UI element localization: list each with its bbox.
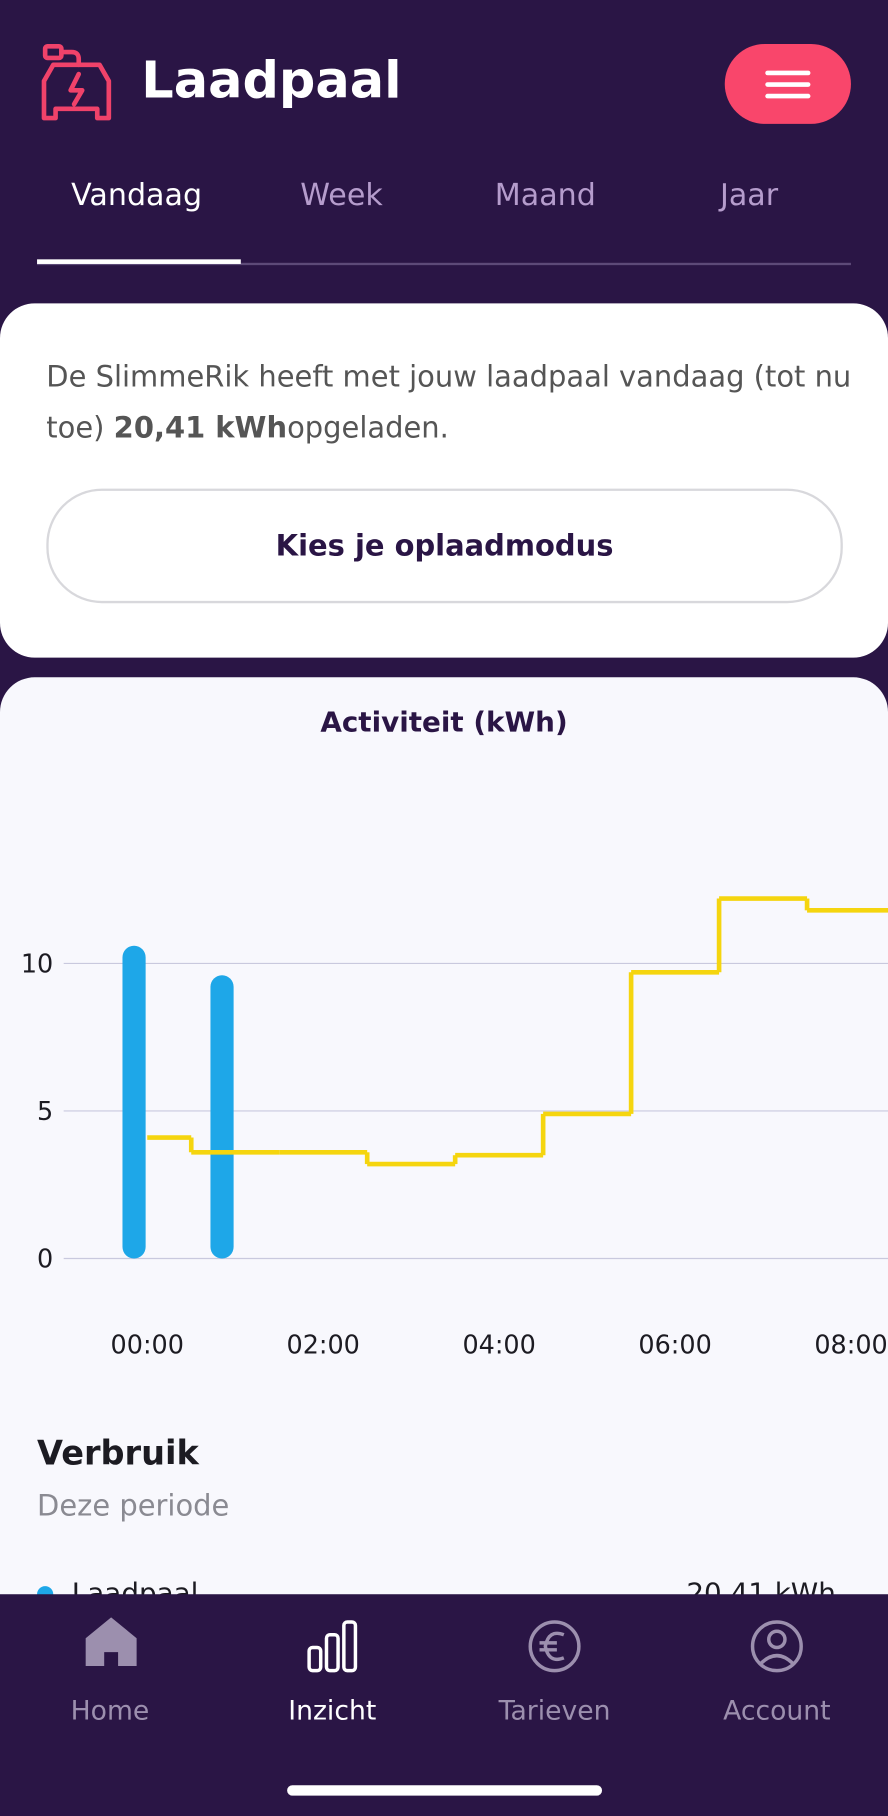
tarieven-icon	[528, 1620, 581, 1673]
summary-highlight: 20,41 kWh	[113, 411, 288, 445]
inzicht-icon	[307, 1620, 358, 1673]
nav-item[interactable]: Inzicht	[288, 1696, 377, 1727]
chart-card	[0, 677, 888, 1720]
tab[interactable]: Maand	[494, 178, 596, 214]
x-tick-label: 04:00	[462, 1330, 535, 1360]
usage-subtitle: Deze periode	[37, 1488, 230, 1523]
bar	[122, 945, 146, 1259]
menu-button[interactable]	[724, 43, 851, 124]
chart: 0 5 10 00:00 02:00 04:00 06:00 08:00	[21, 896, 888, 1360]
tab-indicator	[37, 259, 241, 264]
x-tick-label: 06:00	[638, 1330, 711, 1360]
nav-icons	[85, 1617, 803, 1673]
usage-title: Verbruik	[37, 1433, 199, 1473]
mode-button[interactable]: Kies je oplaadmodus	[46, 488, 843, 604]
tab-track	[37, 262, 851, 266]
tab[interactable]: Jaar	[719, 178, 779, 214]
x-tick-label: 08:00	[814, 1330, 887, 1360]
y-tick-label: 10	[21, 950, 53, 980]
home-indicator	[287, 1785, 603, 1796]
nav-item[interactable]: Home	[70, 1696, 150, 1727]
y-tick-label: 0	[37, 1245, 53, 1275]
chart-title: Activiteit (kWh)	[320, 706, 568, 739]
tab[interactable]: Vandaag	[71, 178, 203, 214]
summary-text-before: De SlimmeRik heeft met jouw laadpaal van…	[46, 360, 852, 445]
app-title: Laadpaal	[141, 50, 402, 110]
tab[interactable]: Week	[300, 178, 383, 214]
bottom-nav	[0, 1594, 888, 1816]
summary-text: De SlimmeRik heeft met jouw laadpaal van…	[46, 352, 856, 454]
nav-item[interactable]: Tarieven	[498, 1696, 611, 1727]
bar	[210, 975, 234, 1259]
menu-icon	[765, 70, 811, 99]
nav-item[interactable]: Account	[723, 1696, 831, 1727]
summary-text-after: opgeladen.	[287, 411, 449, 445]
home-icon	[85, 1617, 137, 1667]
x-tick-label: 00:00	[111, 1330, 184, 1360]
y-tick-label: 5	[37, 1097, 53, 1127]
x-tick-label: 02:00	[286, 1330, 359, 1360]
account-icon	[750, 1620, 803, 1673]
logo-icon	[41, 43, 112, 121]
